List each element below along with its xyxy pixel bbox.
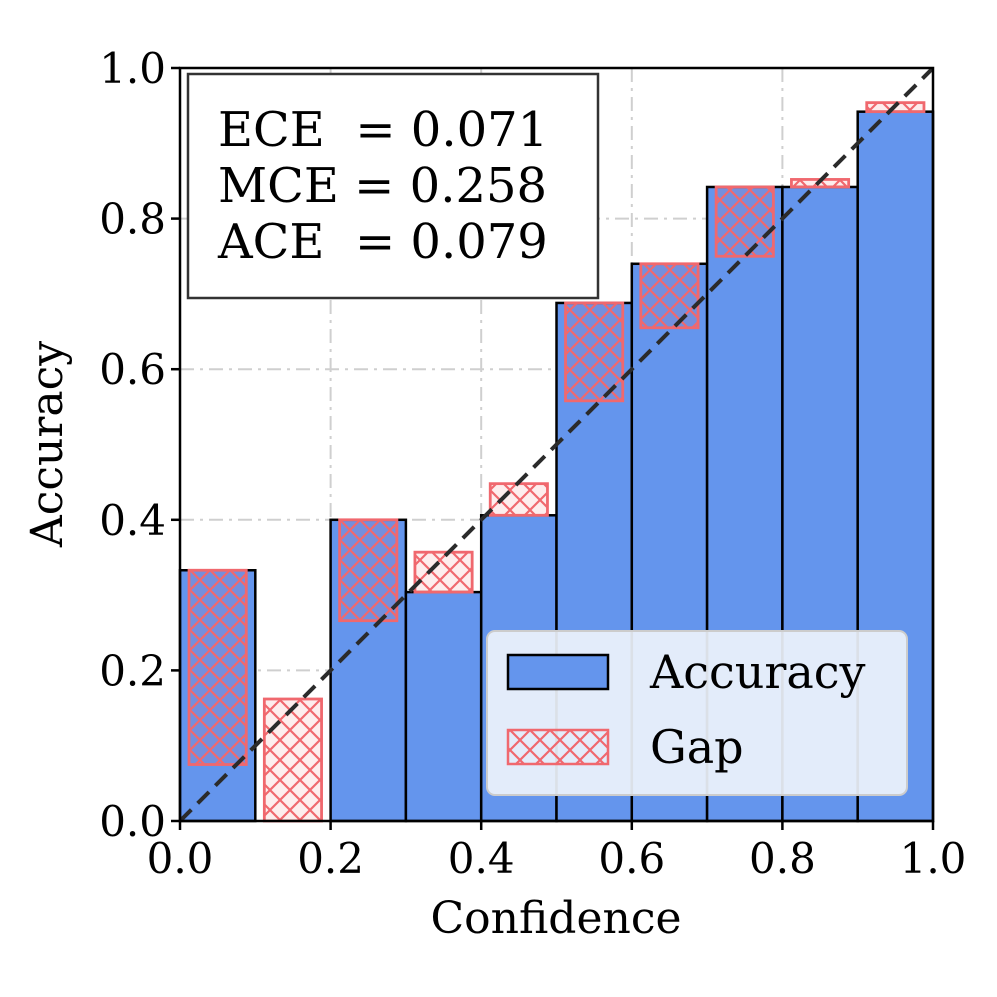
gap-group <box>338 518 399 623</box>
y-tick-label: 0.0 <box>99 797 166 846</box>
gap-group <box>262 697 323 823</box>
gap-bar <box>714 185 775 258</box>
gap-bar <box>187 568 248 766</box>
x-tick-label: 0.6 <box>598 834 665 883</box>
gap-bar <box>338 518 399 623</box>
stats-ace: ACE = 0.079 <box>217 214 548 270</box>
x-tick-label: 0.0 <box>147 834 214 883</box>
accuracy-bar <box>404 590 483 823</box>
ticks: 0.0 0.2 0.4 0.6 0.8 1.0 0.0 0.2 0.4 0.6 0.8 1.0 <box>99 44 966 883</box>
gap-group <box>564 301 625 403</box>
x-tick-label: 0.2 <box>297 834 364 883</box>
gap-bar <box>564 301 625 403</box>
gap-group <box>413 550 474 594</box>
perfect-calibration-line <box>180 68 933 821</box>
legend: Accuracy Gap <box>486 630 908 796</box>
x-axis-label: Confidence <box>430 893 681 944</box>
legend-swatch-gap <box>506 728 610 766</box>
legend-swatch-accuracy <box>506 653 610 691</box>
stats-mce: MCE = 0.258 <box>218 158 547 214</box>
stats-box: ECE = 0.071 MCE = 0.258 ACE = 0.079 <box>186 72 600 300</box>
y-tick-label: 0.4 <box>99 496 166 545</box>
x-tick-label: 0.4 <box>448 834 515 883</box>
y-tick-label: 1.0 <box>99 44 166 93</box>
y-axis-label: Accuracy <box>22 341 73 548</box>
x-tick-label: 0.8 <box>749 834 816 883</box>
diagonal-layer <box>180 68 933 821</box>
gap-group <box>187 568 248 766</box>
legend-label-gap: Gap <box>650 720 744 774</box>
y-tick-label: 0.8 <box>99 195 166 244</box>
y-tick-label: 0.2 <box>99 646 166 695</box>
gap-bar <box>262 697 323 823</box>
plot-frame <box>178 66 935 823</box>
x-tick-label: 1.0 <box>900 834 967 883</box>
gap-bar <box>413 550 474 594</box>
gap-bar <box>639 262 700 330</box>
gap-group <box>639 262 700 330</box>
legend-label-accuracy: Accuracy <box>649 645 866 699</box>
gap-group <box>714 185 775 258</box>
stats-ece: ECE = 0.071 <box>218 102 548 158</box>
stats-box-frame <box>186 72 600 300</box>
bars <box>178 101 935 823</box>
y-tick-label: 0.6 <box>99 345 166 394</box>
